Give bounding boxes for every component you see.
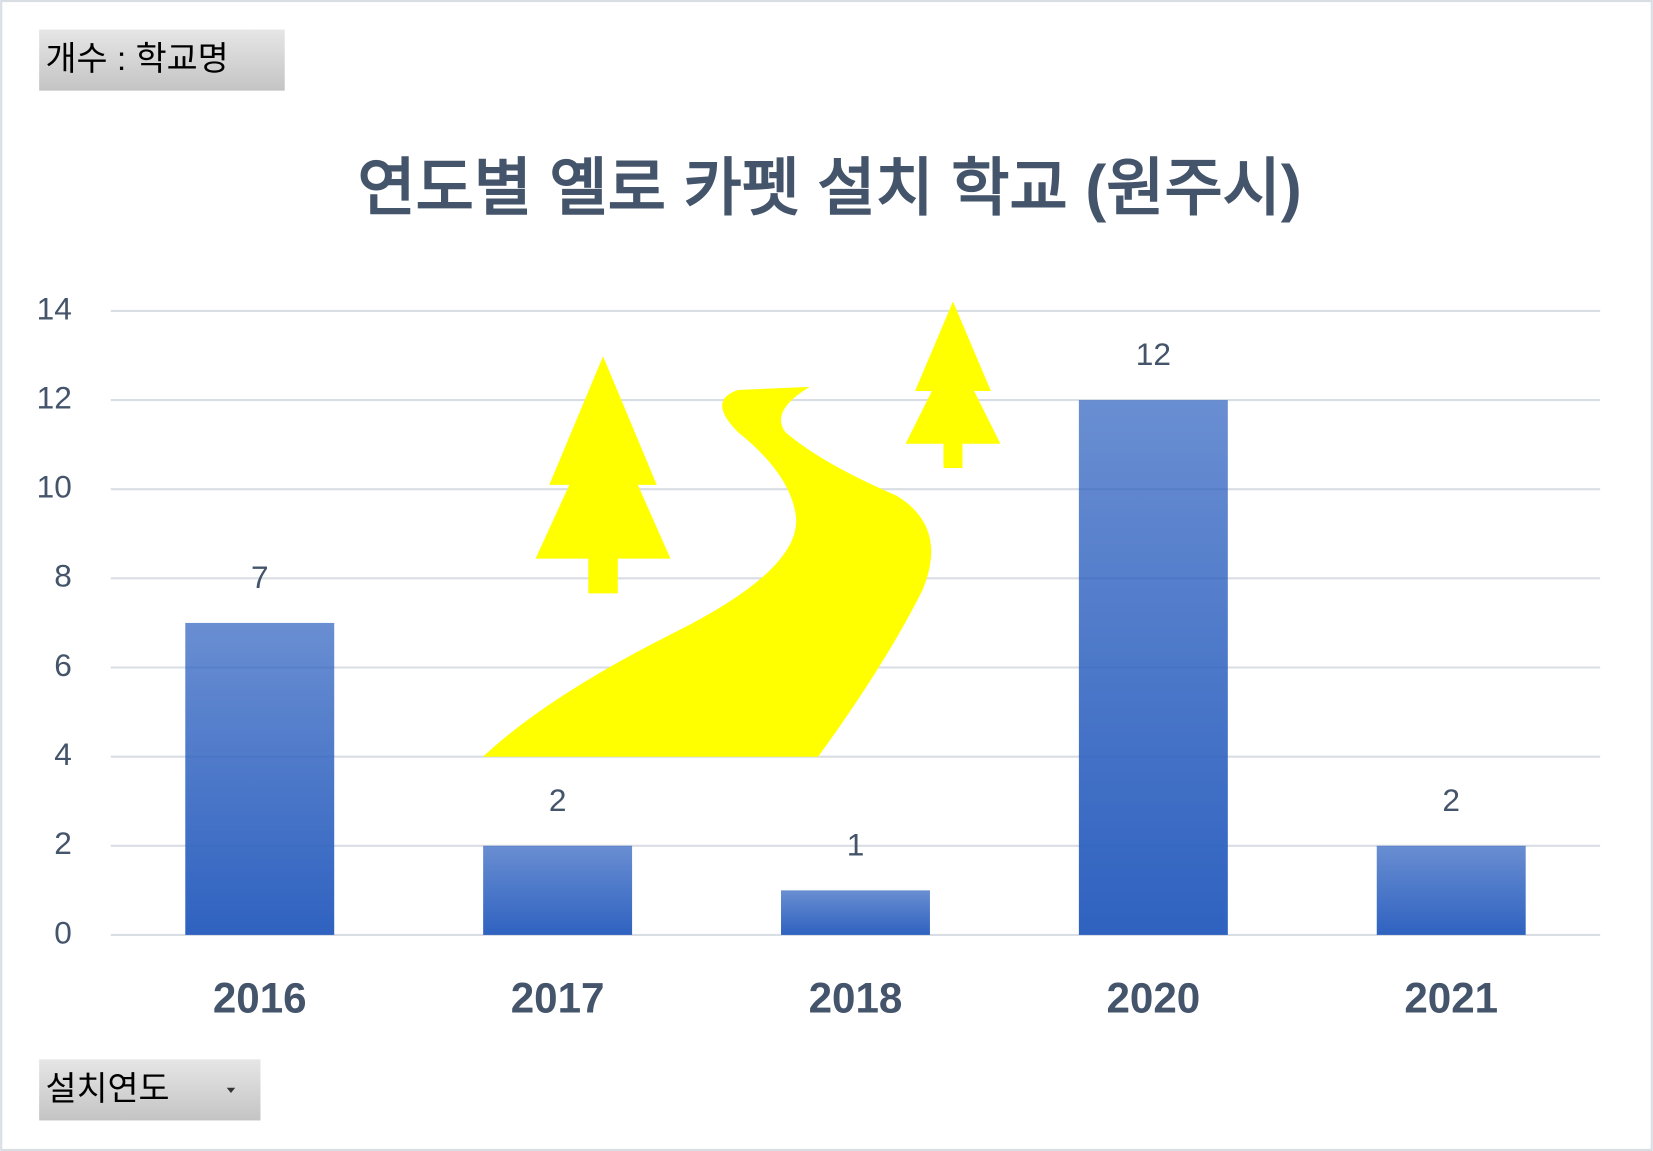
data-label: 1 xyxy=(847,826,865,862)
x-tick-label: 2016 xyxy=(213,974,307,1021)
y-tick-label: 6 xyxy=(54,647,72,683)
category-field-button[interactable]: 설치연도 xyxy=(39,1059,261,1121)
dropdown-arrow[interactable] xyxy=(226,1087,236,1094)
chart-title: 연도별 옐로 카펫 설치 학교 (원주시) xyxy=(357,154,1301,224)
y-tick-label: 0 xyxy=(54,914,72,950)
field-button-bg xyxy=(39,1059,261,1121)
bar xyxy=(1376,845,1526,935)
y-tick-label: 2 xyxy=(54,825,72,861)
field-button-bg xyxy=(39,29,285,91)
y-tick-label: 4 xyxy=(54,736,72,772)
y-tick-label: 8 xyxy=(54,558,72,594)
data-label: 2 xyxy=(549,782,567,818)
y-tick-label: 10 xyxy=(37,469,72,505)
value-field-button[interactable]: 개수 : 학교명 xyxy=(39,29,285,91)
bars xyxy=(185,400,1526,935)
x-tick-label: 2020 xyxy=(1106,974,1200,1021)
data-label: 2 xyxy=(1442,782,1460,818)
x-tick-label: 2021 xyxy=(1404,974,1498,1021)
bar xyxy=(185,622,335,935)
bar xyxy=(781,890,930,935)
value-field-label: 개수 : 학교명 xyxy=(45,40,228,78)
bar xyxy=(483,845,633,935)
road-decoration xyxy=(482,386,932,757)
x-tick-label: 2017 xyxy=(511,974,605,1021)
y-tick-label: 12 xyxy=(37,379,72,415)
data-label: 7 xyxy=(251,559,269,595)
tree-decoration xyxy=(905,301,1001,468)
category-field-label: 설치연도 xyxy=(45,1070,169,1108)
bar xyxy=(1078,400,1228,935)
data-label: 12 xyxy=(1136,336,1171,372)
tree-decoration xyxy=(535,356,671,594)
y-tick-label: 14 xyxy=(37,290,72,326)
x-tick-label: 2018 xyxy=(809,974,903,1021)
